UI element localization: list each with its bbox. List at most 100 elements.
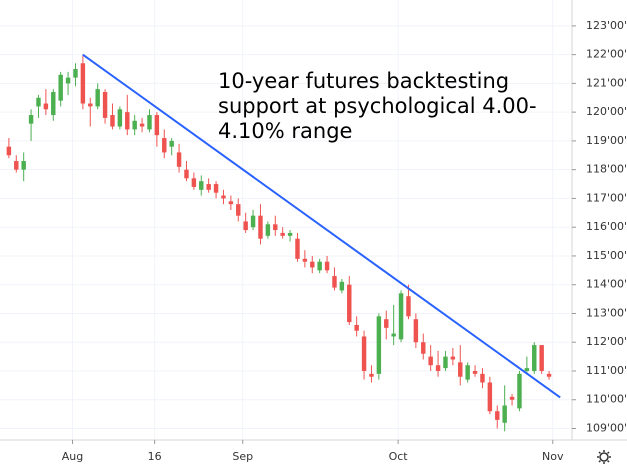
candle-body bbox=[413, 319, 419, 343]
y-tick-label: 121'00'0 bbox=[586, 76, 627, 89]
candle-body bbox=[228, 201, 234, 205]
x-tick-label: Aug bbox=[62, 450, 83, 463]
candle-body bbox=[280, 232, 285, 236]
candle-body bbox=[132, 120, 137, 130]
candle-body bbox=[273, 224, 278, 231]
candle-body bbox=[73, 69, 78, 78]
y-tick-label: 116'00'0 bbox=[586, 220, 627, 233]
candle-body bbox=[88, 103, 93, 107]
y-tick-label: 115'00'0 bbox=[586, 249, 627, 262]
candle-body bbox=[524, 368, 530, 371]
candle-body bbox=[65, 77, 71, 84]
candle-body bbox=[176, 152, 182, 167]
y-tick-label: 123'00'0 bbox=[586, 19, 627, 32]
candle-body bbox=[6, 146, 12, 156]
candle-body bbox=[169, 140, 174, 147]
candle-body bbox=[154, 115, 160, 136]
candle-body bbox=[391, 333, 396, 337]
y-tick-label: 122'00'0 bbox=[586, 48, 627, 61]
y-tick-label: 120'00'0 bbox=[586, 105, 627, 118]
candle-body bbox=[339, 281, 345, 291]
y-tick-label: 118'00'0 bbox=[586, 163, 627, 176]
candle-body bbox=[95, 89, 100, 107]
candle-body bbox=[80, 63, 86, 104]
y-tick-label: 114'00'0 bbox=[586, 278, 627, 291]
candle-body bbox=[28, 115, 34, 124]
x-tick-label: Sep bbox=[232, 450, 253, 463]
candle-body bbox=[502, 405, 507, 423]
candles bbox=[6, 54, 552, 432]
candle-body bbox=[480, 373, 485, 383]
candle-body bbox=[191, 178, 197, 187]
candle-body bbox=[162, 138, 167, 153]
candle-body bbox=[546, 373, 552, 377]
candle-body bbox=[147, 115, 152, 130]
y-tick-label: 111'00'0 bbox=[586, 364, 627, 377]
candle-body bbox=[184, 169, 189, 179]
candle-body bbox=[487, 382, 493, 412]
candle-body bbox=[258, 215, 263, 239]
candle-body bbox=[36, 97, 41, 107]
settings-icon[interactable] bbox=[597, 450, 611, 464]
x-tick-label: 16 bbox=[148, 450, 162, 463]
candle-body bbox=[361, 336, 367, 371]
annotation: 4.10% range bbox=[218, 119, 352, 143]
candle-body bbox=[221, 195, 226, 199]
y-tick-label: 110'00'0 bbox=[586, 393, 627, 406]
candle-body bbox=[369, 373, 374, 377]
candle-body bbox=[139, 123, 145, 127]
y-tick-label: 113'00'0 bbox=[586, 306, 627, 319]
candle-body bbox=[398, 293, 404, 340]
candle-body bbox=[21, 161, 26, 170]
candle-body bbox=[450, 356, 456, 360]
grid bbox=[0, 0, 572, 440]
candle-body bbox=[517, 373, 522, 409]
candle-body bbox=[265, 224, 271, 236]
candle-body bbox=[428, 356, 433, 366]
candle-body bbox=[406, 296, 411, 317]
candle-body bbox=[125, 112, 130, 130]
y-tick-label: 117'00'0 bbox=[586, 191, 627, 204]
candle-body bbox=[51, 92, 56, 116]
candle-body bbox=[443, 356, 448, 369]
x-tick-label: Oct bbox=[389, 450, 409, 463]
x-tick-label: Nov bbox=[542, 450, 564, 463]
candle-body bbox=[347, 284, 352, 323]
candle-body bbox=[250, 215, 256, 228]
candle-body bbox=[532, 345, 537, 371]
candle-body bbox=[199, 181, 204, 190]
candle-body bbox=[310, 261, 315, 268]
candle-body bbox=[117, 109, 123, 127]
candle-body bbox=[58, 74, 63, 101]
candle-body bbox=[213, 184, 219, 193]
candle-body bbox=[43, 103, 49, 110]
candle-body bbox=[324, 261, 330, 271]
y-tick-label: 109'00'0 bbox=[586, 421, 627, 434]
candle-body bbox=[421, 342, 426, 354]
candle-body bbox=[302, 258, 308, 262]
candle-body bbox=[102, 92, 108, 118]
candle-body bbox=[14, 161, 19, 170]
y-tick-label: 119'00'0 bbox=[586, 134, 627, 147]
candle-body bbox=[495, 411, 500, 420]
annotation: support at psychological 4.00- bbox=[218, 94, 537, 118]
candle-body bbox=[110, 115, 115, 127]
candle-body bbox=[206, 184, 211, 190]
candle-body bbox=[243, 221, 248, 231]
annotation: 10-year futures backtesting bbox=[218, 69, 509, 93]
candle-body bbox=[317, 261, 322, 271]
candle-body bbox=[332, 276, 337, 288]
candle-body bbox=[376, 316, 382, 374]
candle-body bbox=[236, 204, 241, 216]
candle-body bbox=[354, 324, 359, 331]
candle-body bbox=[539, 345, 544, 371]
candle-body bbox=[509, 396, 515, 400]
y-tick-label: 112'00'0 bbox=[586, 335, 627, 348]
candle-body bbox=[295, 238, 300, 259]
candle-body bbox=[287, 232, 293, 236]
candle-body bbox=[465, 365, 470, 380]
candle-body bbox=[458, 362, 463, 377]
trendline bbox=[82, 53, 561, 399]
candle-body bbox=[435, 365, 441, 371]
